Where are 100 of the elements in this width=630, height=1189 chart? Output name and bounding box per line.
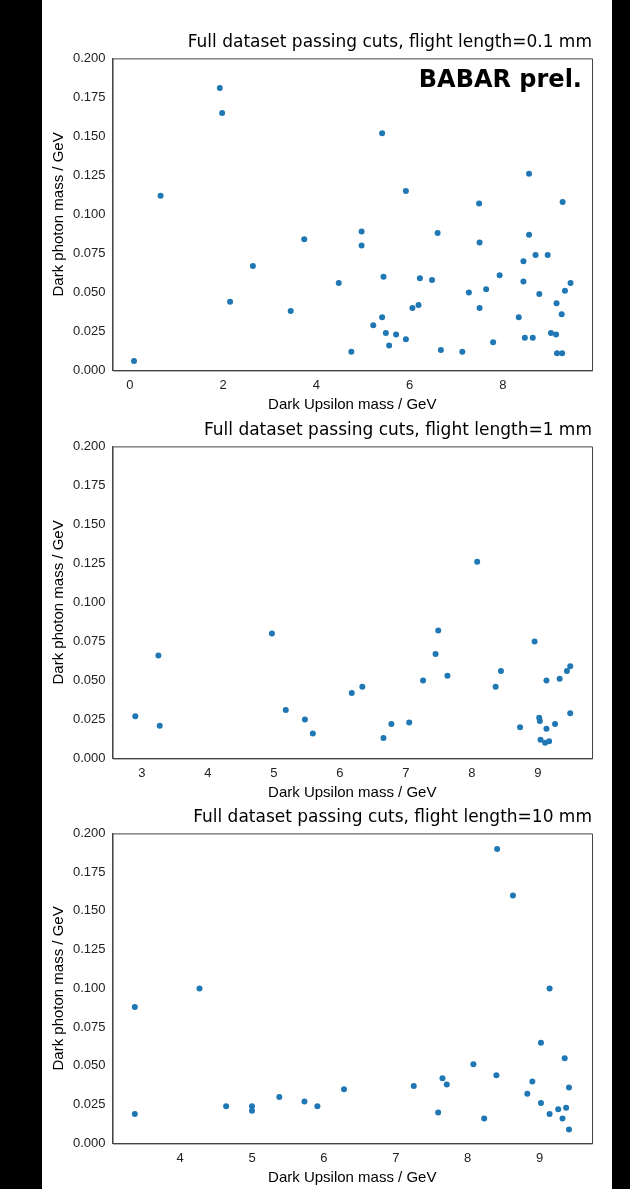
point [554,350,561,357]
point [386,342,393,349]
point [388,721,395,728]
point [415,301,422,308]
y-tick-label: 0.100 [72,979,106,995]
point [439,1075,446,1082]
point [520,278,527,285]
point [496,272,503,279]
y-tick-label: 0.075 [72,632,106,648]
point [509,892,516,899]
point [459,348,466,355]
y-tick-label: 0.075 [72,244,106,260]
point [416,275,423,282]
x-tick-label: 6 [336,764,344,780]
point [131,1110,138,1117]
point [379,314,386,321]
point [532,251,539,258]
point [359,683,366,690]
point [155,652,162,659]
x-tick-label: 0 [126,376,134,392]
point [476,200,483,207]
point [553,300,560,307]
y-tick-label: 0.000 [72,1134,106,1150]
point [494,845,501,852]
point [567,663,574,670]
point [526,231,533,238]
x-tick-label: 8 [499,376,507,392]
point [402,336,409,343]
point [249,262,256,269]
y-tick-label: 0.175 [72,863,106,879]
point [382,329,389,336]
point [517,724,524,731]
point [268,630,275,637]
y-tick-label: 0.125 [72,554,106,570]
point [309,730,316,737]
y-axis-title: Dark photon mass / GeV [49,906,67,1071]
point [520,258,527,265]
point [537,736,544,743]
point [566,1084,572,1091]
x-tick-label: 9 [534,764,542,780]
point [287,308,294,315]
y-axis-title: Dark photon mass / GeV [49,520,67,685]
point [380,273,387,280]
point [341,1086,347,1093]
point [558,311,565,318]
x-tick-label: 3 [138,764,146,780]
point [524,1090,531,1097]
y-tick-label: 0.100 [72,593,106,609]
y-tick-label: 0.175 [72,476,106,492]
point [561,287,568,294]
point [393,331,400,338]
y-tick-label: 0.125 [72,166,106,182]
point [537,1039,544,1046]
x-tick-label: 4 [312,376,320,392]
point [432,650,439,657]
point [314,1103,321,1110]
point [567,280,574,287]
x-axis-title: Dark Upsilon mass / GeV [268,783,437,801]
point [492,683,499,690]
x-tick-label: 8 [468,764,476,780]
point [444,672,451,679]
point [157,192,164,199]
point [406,719,413,726]
y-axis-title: Dark photon mass / GeV [49,132,67,297]
y-tick-label: 0.025 [72,322,106,338]
point [276,1093,283,1100]
x-tick-label: 4 [176,1149,184,1165]
point [420,677,427,684]
point [559,198,566,205]
point [490,339,497,346]
y-tick-label: 0.200 [72,824,106,840]
x-axis-title: Dark Upsilon mass / GeV [268,395,437,413]
point [443,1081,450,1088]
x-tick-label: 8 [464,1149,472,1165]
point [409,305,416,311]
y-tick-label: 0.150 [72,902,106,918]
point [546,738,553,745]
point [547,329,554,336]
point [429,276,436,283]
point [552,721,559,728]
chart-title: Full dataset passing cuts, flight length=10 mm [193,805,592,826]
point [526,170,533,177]
x-tick-label: 2 [219,376,227,392]
point [563,668,570,675]
point [521,334,528,341]
point [132,713,139,720]
point [483,286,490,293]
y-tick-label: 0.100 [72,205,106,221]
point [301,236,308,243]
y-tick-label: 0.150 [72,127,106,143]
point [301,1098,308,1105]
point [358,242,365,249]
x-tick-label: 9 [535,1149,544,1165]
point [358,228,365,235]
y-tick-label: 0.000 [72,749,106,765]
point [546,1110,553,1117]
y-tick-label: 0.150 [72,515,106,531]
chart-title: Full dataset passing cuts, flight length=0.1 mm [187,30,592,51]
point [196,985,203,992]
point [216,85,223,92]
